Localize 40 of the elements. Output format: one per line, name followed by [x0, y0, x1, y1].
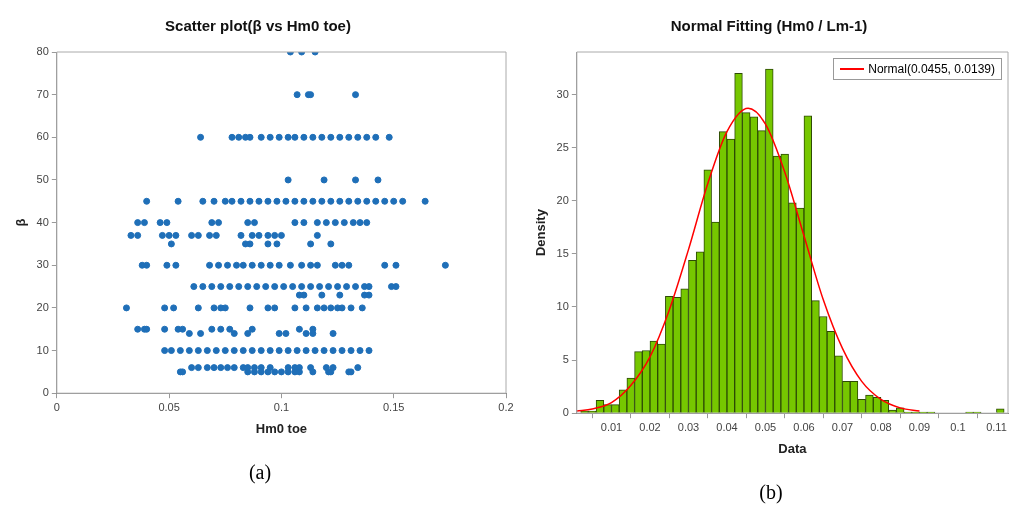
text: (a)	[247, 461, 273, 484]
y-axis-title: Density	[533, 208, 549, 257]
x-axis-title: Hm0 toe	[255, 420, 308, 436]
chart-title: Scatter plot(β vs Hm0 toe)	[165, 17, 351, 35]
y-tick-label: 20	[36, 300, 49, 313]
y-tick-label: 25	[556, 140, 569, 153]
y-tick-label: 20	[556, 193, 569, 206]
x-tick-label: 0.11	[986, 420, 1007, 433]
y-tick-label: 60	[36, 130, 49, 143]
y-tick-label: 80	[36, 45, 49, 58]
x-tick-label: 0.15	[383, 400, 405, 413]
y-tick-label: 10	[556, 300, 569, 312]
y-axis-title: β	[13, 218, 29, 227]
x-tick-label: 0.01	[600, 420, 623, 433]
x-tick-label: 0.05	[158, 400, 180, 413]
x-tick-label: 0.02	[639, 420, 661, 433]
x-tick-label: 0	[53, 400, 60, 413]
text: (b)	[758, 481, 784, 504]
x-tick-label: 0.04	[716, 420, 738, 433]
y-tick-label: 70	[36, 87, 49, 100]
x-tick-label: 0.07	[831, 420, 854, 433]
y-tick-label: 30	[36, 258, 49, 271]
x-axis-title: Data	[778, 440, 808, 456]
y-tick-label: 50	[36, 172, 49, 185]
x-tick-label: 0.03	[677, 420, 700, 433]
x-tick-label: 0.1	[273, 400, 290, 413]
chart-title: Normal Fitting (Hm0 / Lm-1)	[670, 17, 868, 35]
legend-label: Normal(0.0455, 0.0139)	[868, 62, 995, 76]
x-tick-label: 0.1	[950, 420, 966, 433]
y-tick-label: 30	[556, 87, 569, 100]
x-tick-label: 0.09	[908, 420, 931, 433]
y-tick-label: 40	[36, 215, 49, 228]
y-tick-label: 5	[562, 353, 569, 366]
y-tick-label: 0	[42, 386, 49, 399]
x-tick-label: 0.08	[870, 420, 892, 433]
y-tick-label: 15	[556, 246, 569, 259]
y-tick-label: 10	[36, 343, 49, 356]
x-tick-label: 0.05	[754, 420, 777, 433]
x-tick-label: 0.2	[498, 400, 514, 413]
x-tick-label: 0.06	[793, 420, 815, 433]
